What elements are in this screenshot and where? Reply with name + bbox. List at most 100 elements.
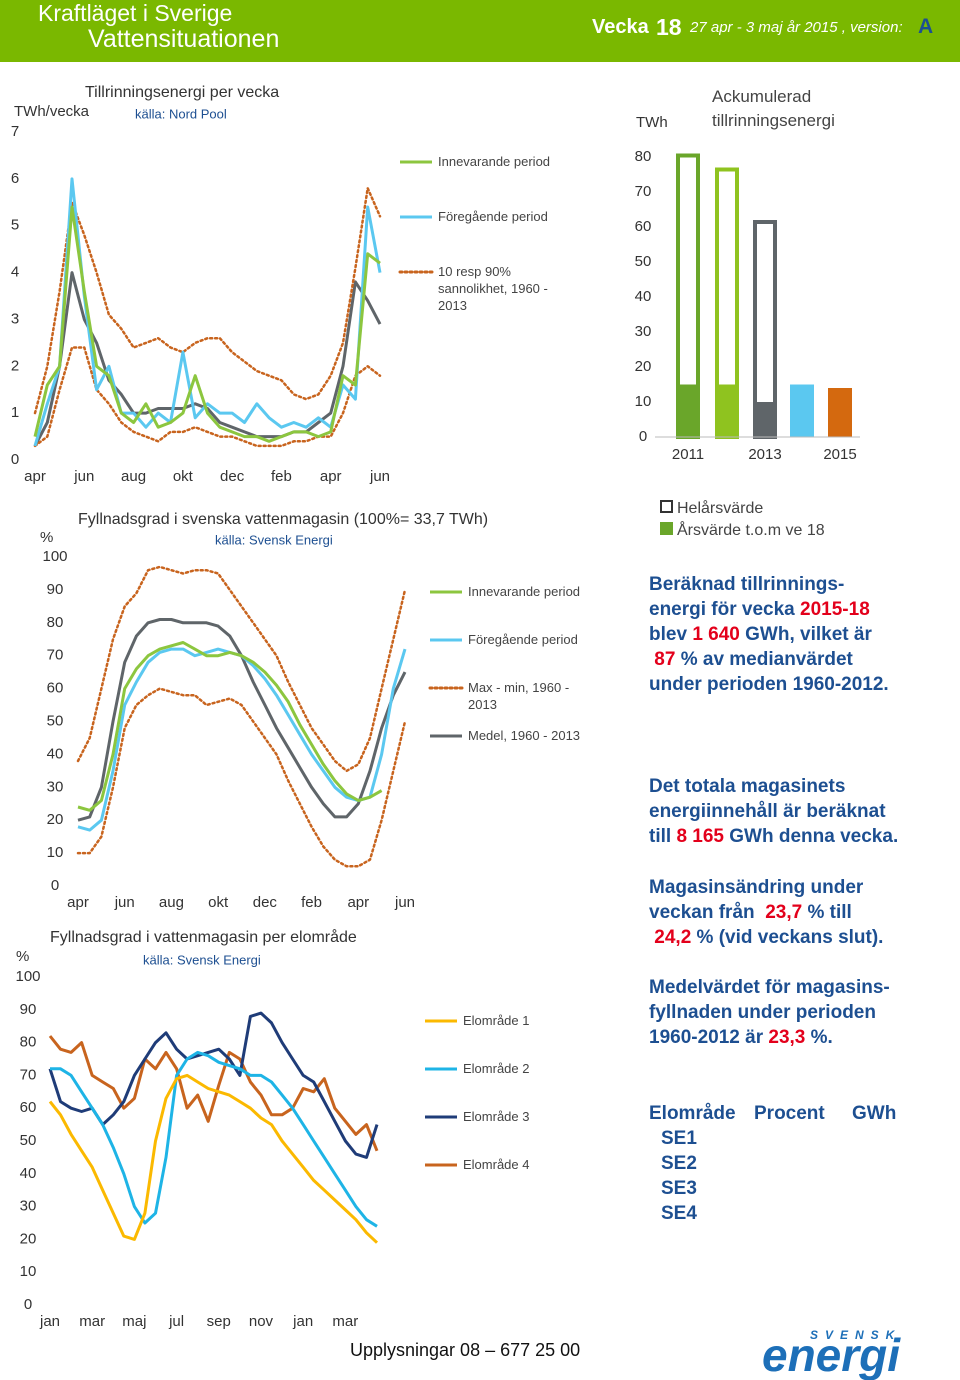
y-tick-label: 90 bbox=[20, 1001, 37, 1018]
y-tick-label: 0 bbox=[639, 428, 647, 445]
y-tick-label: 0 bbox=[11, 451, 19, 468]
bar bbox=[790, 384, 814, 437]
bar bbox=[828, 388, 852, 437]
series-line bbox=[50, 1050, 378, 1228]
x-tick-label: maj bbox=[122, 1313, 146, 1330]
legend-item: Helårsvärde bbox=[660, 500, 763, 517]
value: 23,3 bbox=[768, 1027, 806, 1048]
series-line bbox=[33, 177, 382, 447]
y-tick-label: 6 bbox=[11, 170, 19, 187]
legend-label: Föregående period bbox=[438, 209, 548, 224]
y-tick-label: 80 bbox=[635, 148, 652, 165]
y-tick-label: 40 bbox=[635, 288, 652, 305]
y-tick-label: 10 bbox=[47, 844, 64, 861]
y-tick-label: 5 bbox=[11, 217, 19, 234]
y-tick-label: 10 bbox=[635, 393, 652, 410]
legend-swatch bbox=[660, 500, 673, 513]
y-tick-label: 80 bbox=[47, 614, 64, 631]
y-tick-label: 30 bbox=[20, 1198, 37, 1215]
series-line bbox=[33, 346, 382, 448]
x-tick-label: jan bbox=[292, 1313, 313, 1330]
text: till bbox=[649, 826, 672, 847]
header-title: Kraftläget i Sverige bbox=[38, 0, 233, 26]
text: under perioden 1960-2012. bbox=[649, 674, 889, 695]
legend-label: Innevarande period bbox=[468, 584, 581, 599]
y-tick-label: 70 bbox=[20, 1066, 37, 1083]
x-tick-label: mar bbox=[332, 1313, 358, 1330]
x-tick-label: jan bbox=[39, 1313, 60, 1330]
x-tick-label: 2015 bbox=[823, 446, 856, 463]
x-tick-label: jun bbox=[394, 894, 415, 911]
x-tick-label: nov bbox=[249, 1313, 274, 1330]
legend-swatch bbox=[660, 522, 673, 535]
logo-top: SVENSK bbox=[810, 1328, 902, 1342]
y-tick-label: 30 bbox=[47, 778, 64, 795]
header-band bbox=[0, 0, 960, 62]
y-tick-label: 10 bbox=[20, 1263, 37, 1280]
y-tick-label: 20 bbox=[20, 1230, 37, 1247]
y-tick-label: 1 bbox=[11, 404, 19, 421]
week-number: 18 bbox=[656, 14, 682, 40]
version: A bbox=[918, 15, 934, 38]
y-tick-label: 100 bbox=[15, 968, 40, 985]
y-tick-label: 4 bbox=[11, 264, 19, 281]
legend-label: Årsvärde t.o.m ve 18 bbox=[677, 522, 825, 539]
x-tick-label: feb bbox=[271, 468, 292, 485]
chart-source: källa: Svensk Energi bbox=[215, 532, 333, 547]
x-tick-label: jun bbox=[369, 468, 390, 485]
table-header: GWh bbox=[852, 1103, 897, 1124]
bar bbox=[676, 384, 700, 437]
series-line bbox=[48, 1073, 379, 1244]
y-tick-label: 20 bbox=[47, 811, 64, 828]
x-tick-label: jun bbox=[73, 468, 94, 485]
legend-label: Föregående period bbox=[468, 632, 578, 647]
y-tick-label: 100 bbox=[42, 548, 67, 565]
y-tick-label: 60 bbox=[47, 680, 64, 697]
y-tick-label: 50 bbox=[635, 253, 652, 270]
text: energi för vecka bbox=[649, 599, 795, 620]
y-tick-label: 3 bbox=[11, 310, 19, 327]
series-line bbox=[33, 186, 382, 415]
text: veckan från bbox=[649, 902, 755, 923]
week-label: Vecka bbox=[592, 16, 649, 38]
bar bbox=[715, 384, 739, 437]
y-tick-label: 40 bbox=[47, 745, 64, 762]
value: 87 bbox=[654, 649, 676, 670]
legend-label: Elområde 3 bbox=[463, 1109, 530, 1124]
table-cell: SE1 bbox=[661, 1128, 697, 1149]
series-line bbox=[33, 205, 381, 443]
bar bbox=[753, 402, 777, 437]
y-tick-label: 80 bbox=[20, 1034, 37, 1051]
series-line bbox=[48, 1035, 379, 1152]
text: Det totala magasinets bbox=[649, 776, 846, 797]
series-line bbox=[77, 647, 407, 832]
table-cell: SE2 bbox=[661, 1153, 697, 1174]
legend-label: Elområde 4 bbox=[463, 1157, 530, 1172]
value: 24,2 bbox=[654, 927, 692, 948]
table-cell: SE3 bbox=[661, 1178, 697, 1199]
legend-label: Helårsvärde bbox=[677, 500, 764, 517]
x-tick-label: mar bbox=[79, 1313, 105, 1330]
y-tick-label: 0 bbox=[24, 1296, 32, 1313]
y-tick-label: 70 bbox=[635, 183, 652, 200]
y-tick-label: 40 bbox=[20, 1165, 37, 1182]
legend-label: Elområde 2 bbox=[463, 1061, 530, 1076]
value: 1 640 bbox=[692, 624, 740, 645]
y-axis-label: TWh bbox=[636, 114, 668, 131]
table-cell: SE4 bbox=[661, 1203, 697, 1224]
header-subtitle: Vattensituationen bbox=[88, 25, 280, 53]
contact: Upplysningar 08 – 677 25 00 bbox=[350, 1340, 581, 1360]
text: GWh, vilket är bbox=[745, 624, 872, 645]
chart-source: källa: Svensk Energi bbox=[143, 952, 261, 967]
series-line bbox=[76, 565, 407, 773]
chart-title: Ackumulerad tillrinningsenergi bbox=[712, 87, 835, 130]
table-header: Elområde bbox=[649, 1103, 736, 1124]
x-tick-label: apr bbox=[67, 894, 89, 911]
value: 2015-18 bbox=[800, 599, 870, 620]
text: 1960-2012 är bbox=[649, 1027, 764, 1048]
text: Beräknad tillrinnings- bbox=[649, 574, 845, 595]
y-axis-label: % bbox=[16, 948, 29, 965]
text: Medelvärdet för magasins- bbox=[649, 977, 890, 998]
